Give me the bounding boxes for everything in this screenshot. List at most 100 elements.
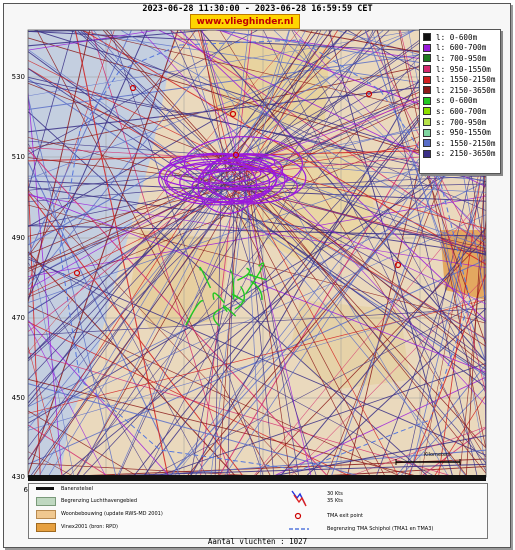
flight-track <box>28 256 437 477</box>
flight-track <box>62 30 486 93</box>
flight-track <box>28 161 181 477</box>
key-vinex: Vinex2001 (bron: RPD) <box>61 524 118 530</box>
flight-track <box>28 185 226 448</box>
wind-icon <box>291 490 307 507</box>
flight-track <box>29 189 238 477</box>
flight-track <box>407 273 486 477</box>
flight-track <box>228 188 468 477</box>
flight-track <box>74 30 169 477</box>
flight-track <box>222 305 237 317</box>
flight-track <box>28 378 421 477</box>
flight-track <box>28 68 486 375</box>
flight-track <box>231 169 468 477</box>
flight-track <box>197 166 289 190</box>
flight-track <box>28 149 329 477</box>
flight-track <box>242 180 486 464</box>
flight-track <box>222 175 486 371</box>
vinex-swatch <box>36 523 56 532</box>
flight-track <box>28 174 226 461</box>
urban-area <box>205 40 330 130</box>
legend-swatch <box>423 96 431 105</box>
flight-track <box>249 164 486 248</box>
flight-track <box>28 295 486 431</box>
flight-track <box>28 79 486 133</box>
flight-track <box>199 30 486 363</box>
flight-track <box>169 30 486 247</box>
key-housing: Woonbebouwing (update RWS-MD 2001) <box>61 511 163 517</box>
flight-track <box>236 161 486 367</box>
key-tma-exit: TMA exit point <box>327 513 364 519</box>
legend-label: s: 950-1550m <box>436 128 491 138</box>
legend-swatch <box>423 65 431 74</box>
brand-link[interactable]: www.vlieghinder.nl <box>190 14 300 29</box>
flight-track <box>171 163 262 184</box>
flight-track <box>208 157 286 203</box>
flight-track <box>120 30 486 244</box>
y-tick-label: 510 <box>12 153 25 161</box>
y-axis: 530 510 490 470 450 430 <box>12 73 25 481</box>
altitude-legend: l: 0-600m l: 600-700m l: 700-950m l: 950-15… <box>419 29 501 174</box>
key-wind-30: 30 Kts <box>327 491 343 497</box>
flight-track <box>223 30 328 164</box>
flight-track <box>190 30 450 477</box>
flight-track <box>60 129 486 477</box>
flight-track <box>28 262 152 477</box>
flight-track <box>28 176 244 272</box>
flight-track <box>185 299 204 326</box>
key-tma-border: Begrenzing TMA Schiphol (TMA1 en TMA3) <box>327 526 434 532</box>
flight-track <box>28 168 244 191</box>
legend-label: l: 700-950m <box>436 53 487 63</box>
flight-track <box>105 30 486 449</box>
flight-track <box>28 183 237 203</box>
flight-track <box>68 30 442 477</box>
flight-track <box>28 185 233 314</box>
flight-track <box>184 136 304 191</box>
y-tick-label: 450 <box>12 394 25 402</box>
flight-track <box>377 30 478 477</box>
flight-track <box>253 237 486 477</box>
key-runway: Banenstelsel <box>61 486 94 492</box>
legend-item: s: 700-950m <box>420 117 500 128</box>
flight-track <box>347 426 486 477</box>
flight-track <box>28 30 236 288</box>
flight-track <box>189 178 249 477</box>
y-tick-label: 430 <box>12 473 25 481</box>
flight-track <box>237 267 251 281</box>
flight-track <box>28 140 486 176</box>
flight-track <box>236 175 486 189</box>
flight-track <box>225 30 363 161</box>
flight-track <box>225 174 386 477</box>
flight-track <box>245 165 291 477</box>
flight-track <box>244 183 486 190</box>
flight-track <box>399 30 486 395</box>
flight-track <box>238 167 312 477</box>
flight-track <box>218 168 241 477</box>
flight-count: Aantal vluchten : 1027 <box>207 537 308 546</box>
flight-track <box>28 186 486 255</box>
flight-track <box>28 174 233 398</box>
flight-track <box>28 462 278 477</box>
flight-track <box>244 186 400 477</box>
flight-track <box>75 30 377 477</box>
flight-track <box>210 188 246 477</box>
flight-track <box>28 451 75 477</box>
legend-label: s: 1550-2150m <box>436 138 496 148</box>
flight-track <box>291 30 486 394</box>
legend-item: s: 0-600m <box>420 96 500 107</box>
flight-track <box>28 410 139 477</box>
flight-track <box>28 181 486 408</box>
flight-track <box>28 305 402 477</box>
legend-swatch <box>423 149 431 158</box>
flight-track <box>420 135 486 477</box>
flight-track <box>28 157 223 182</box>
legend-swatch <box>423 128 431 137</box>
flight-track <box>231 293 246 303</box>
flight-track <box>28 192 245 477</box>
flight-track <box>242 178 486 347</box>
flight-track <box>199 266 212 289</box>
flight-track <box>28 51 486 388</box>
flight-track <box>33 30 486 173</box>
y-tick-label: 530 <box>12 73 25 81</box>
flight-track <box>246 30 390 166</box>
